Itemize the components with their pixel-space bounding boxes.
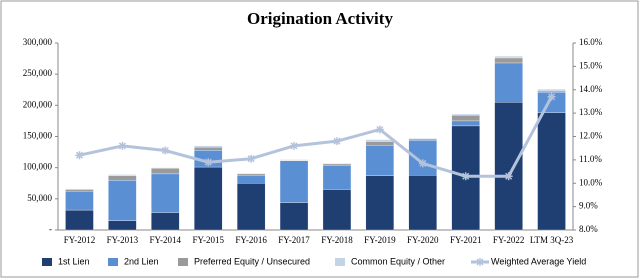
line-marker: [118, 141, 127, 150]
bar-segment: [65, 189, 94, 192]
bar-segment: [408, 140, 437, 176]
y-tick-label: 250,000: [23, 68, 53, 78]
y2-tick-label: 14.0%: [579, 84, 603, 94]
y-tick-label: 100,000: [23, 162, 53, 172]
bar-segment: [408, 174, 437, 231]
y-tick-label: 200,000: [23, 99, 53, 109]
bar-segment: [151, 173, 180, 213]
bar-segment: [451, 115, 480, 122]
bar-segment: [451, 113, 480, 116]
bar-segment: [236, 174, 266, 184]
bar-segment: [494, 62, 523, 103]
bar-segment: [151, 167, 180, 169]
bar-segment: [537, 90, 566, 93]
line-marker: [461, 172, 470, 181]
bar-segment: [365, 141, 395, 146]
y-tick-label: 150,000: [23, 131, 53, 141]
legend-label: 2nd Lien: [124, 256, 159, 266]
bar-segment: [322, 163, 352, 166]
y2-tick-label: 13.0%: [579, 107, 603, 117]
bar-segment: [451, 120, 480, 127]
legend-label: Preferred Equity / Unsecured: [194, 256, 310, 266]
legend-label: 1st Lien: [58, 256, 90, 266]
y2-tick-label: 15.0%: [579, 60, 603, 70]
y2-tick-label: 11.0%: [579, 154, 602, 164]
line-marker: [375, 125, 384, 134]
legend-swatch: [108, 258, 118, 266]
bar-segment: [194, 145, 223, 148]
bar-segment: [151, 212, 180, 231]
bar-segment: [65, 188, 94, 190]
bar-segment: [279, 159, 309, 161]
bar-segment: [537, 88, 566, 92]
bar-segment: [494, 57, 523, 64]
line-marker: [418, 159, 427, 168]
bar-segment: [236, 183, 266, 231]
bar-segment: [365, 175, 395, 231]
bar-segment: [279, 160, 309, 203]
bar-segment: [322, 189, 352, 231]
x-tick-label: FY-2013: [107, 235, 139, 245]
bar-segment: [408, 138, 437, 140]
legend-swatch: [335, 258, 345, 266]
line-marker: [161, 146, 170, 155]
x-tick-label: FY-2015: [192, 235, 224, 245]
x-tick-label: FY-2014: [150, 235, 182, 245]
x-tick-label: FY-2021: [450, 235, 482, 245]
y-tick-label: 50,000: [27, 193, 52, 203]
bar-segment: [194, 166, 223, 231]
x-tick-label: LTM 3Q-23: [530, 235, 574, 245]
y2-tick-label: 10.0%: [579, 177, 603, 187]
bar-segment: [108, 179, 137, 221]
x-tick-label: FY-2017: [278, 235, 310, 245]
line-marker: [504, 172, 513, 181]
bar-segment: [365, 139, 395, 142]
bar-segment: [236, 173, 266, 176]
y2-tick-label: 9.0%: [579, 201, 598, 211]
x-tick-label: FY-2012: [64, 235, 96, 245]
bar-segment: [236, 173, 266, 175]
line-marker: [547, 92, 556, 101]
x-tick-label: FY-2022: [493, 235, 525, 245]
bar-segment: [494, 102, 523, 231]
chart-title: Origination Activity: [247, 9, 393, 28]
legend-label: Weighted Average Yield: [491, 256, 586, 266]
bar-segment: [108, 220, 137, 231]
bar-segment: [108, 175, 137, 181]
bar-segment: [537, 112, 566, 231]
bar-segment: [65, 191, 94, 211]
bar-segment: [151, 168, 180, 175]
x-tick-label: FY-2016: [235, 235, 267, 245]
bar-segment: [322, 163, 352, 165]
bar-segment: [365, 145, 395, 176]
legend-label: Common Equity / Other: [351, 256, 445, 266]
bar-segment: [65, 209, 94, 231]
line-marker: [247, 154, 256, 163]
bar-segment: [494, 55, 523, 59]
y-tick-label: -: [49, 224, 52, 234]
line-marker: [204, 158, 213, 167]
x-tick-label: FY-2020: [407, 235, 439, 245]
line-marker: [332, 137, 341, 146]
bar-segment: [108, 174, 137, 176]
bar-segment: [279, 202, 309, 231]
line-marker: [476, 258, 484, 266]
bar-segment: [408, 138, 437, 141]
bar-segment: [322, 165, 352, 190]
y-tick-label: 300,000: [23, 37, 53, 47]
legend-swatch: [178, 258, 188, 266]
yield-line: [79, 96, 553, 178]
x-tick-label: FY-2019: [364, 235, 396, 245]
y2-tick-label: 8.0%: [579, 224, 598, 234]
x-tick-label: FY-2018: [321, 235, 353, 245]
legend-swatch: [42, 258, 52, 266]
bar-segment: [194, 146, 223, 151]
y2-tick-label: 16.0%: [579, 37, 603, 47]
line-marker: [290, 141, 299, 150]
y2-tick-label: 12.0%: [579, 131, 603, 141]
line-marker: [75, 151, 84, 160]
